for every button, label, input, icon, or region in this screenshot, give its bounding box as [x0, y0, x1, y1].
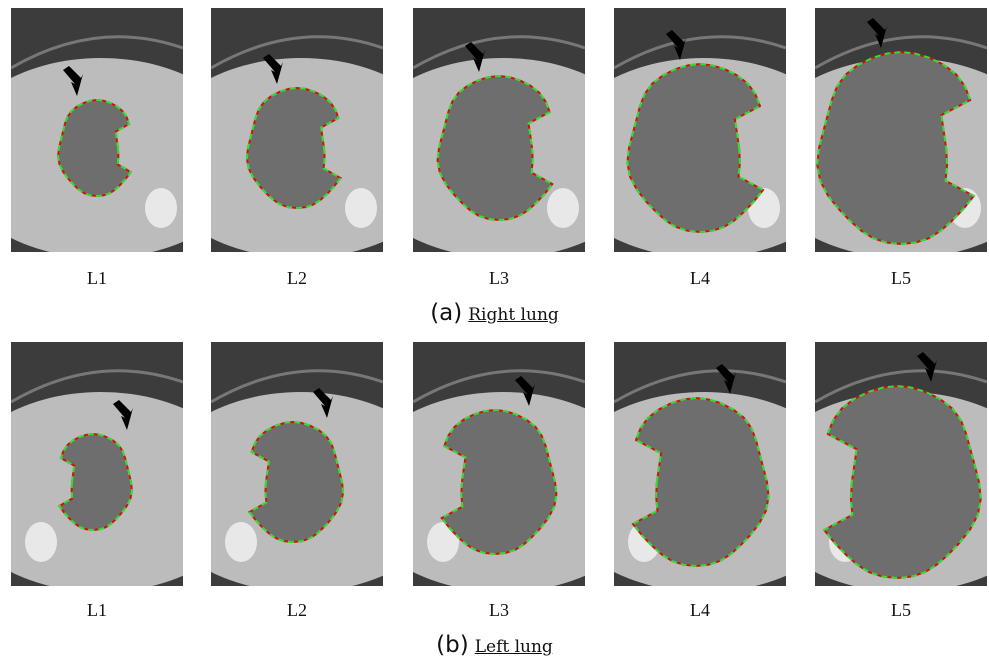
caption: (b) Left lung [0, 632, 989, 658]
panel-label: L1 [11, 600, 183, 621]
spine [25, 522, 57, 562]
panel-label: L4 [614, 268, 786, 289]
caption-prefix: (b) [436, 632, 469, 658]
ct-image [211, 8, 383, 252]
spine [345, 188, 377, 228]
ct-image [211, 342, 383, 586]
caption: (a) Right lung [0, 300, 989, 326]
panel-label: L4 [614, 600, 786, 621]
caption-prefix: (a) [430, 300, 462, 326]
panel-label: L2 [211, 600, 383, 621]
ct-image [413, 8, 585, 252]
panel-label: L2 [211, 268, 383, 289]
ct-image [413, 342, 585, 586]
panel-label: L5 [815, 268, 987, 289]
caption-text: Left lung [475, 637, 553, 657]
panel-label: L3 [413, 268, 585, 289]
caption-text: Right lung [468, 305, 559, 325]
ct-image [11, 8, 183, 252]
panel-label: L1 [11, 268, 183, 289]
ct-image [815, 8, 987, 252]
spine [225, 522, 257, 562]
ct-image [11, 342, 183, 586]
spine [547, 188, 579, 228]
spine [145, 188, 177, 228]
ct-image [614, 8, 786, 252]
panel-label: L5 [815, 600, 987, 621]
figure: L1 L2 L3 L4 L5 (a) Right lung L1 L2 L3 L4 L5 (b) Left… [0, 0, 989, 666]
panel-label: L3 [413, 600, 585, 621]
ct-image [614, 342, 786, 586]
ct-image [815, 342, 987, 586]
